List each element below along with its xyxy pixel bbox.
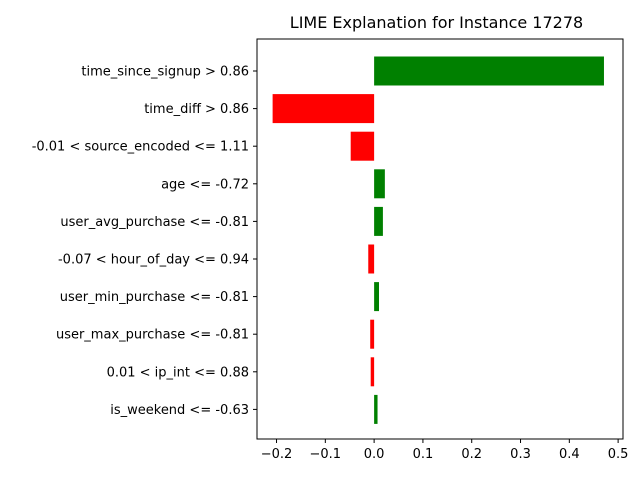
y-tick-label: 0.01 < ip_int <= 0.88 (107, 365, 249, 380)
bar (370, 357, 375, 387)
bar (368, 244, 375, 274)
plot-frame (256, 38, 624, 440)
y-tick-label: is_weekend <= -0.63 (110, 403, 249, 418)
x-tick-label: 0.3 (510, 447, 531, 462)
chart-title: LIME Explanation for Instance 17278 (290, 13, 583, 32)
x-tick-label: 0.0 (364, 447, 385, 462)
x-tick-label: 0.2 (461, 447, 482, 462)
y-tick-label: age <= -0.72 (161, 177, 249, 192)
y-tick-label: -0.07 < hour_of_day <= 0.94 (58, 253, 249, 268)
bar (272, 94, 375, 124)
bar (374, 169, 385, 199)
y-tick-labels: time_since_signup > 0.86 time_diff > 0.86… (32, 65, 257, 418)
x-tick-label: 0.1 (413, 447, 434, 462)
x-tick-label: 0.4 (559, 447, 580, 462)
bar (374, 56, 604, 86)
x-axis: −0.2 −0.1 0.0 0.1 0.2 0.3 0.4 0.5 (261, 439, 629, 462)
y-tick-label: user_max_purchase <= -0.81 (56, 328, 249, 343)
bar (350, 131, 375, 161)
bar (374, 206, 383, 236)
bars-layer (272, 56, 604, 424)
bar (374, 282, 379, 312)
bar (370, 319, 375, 349)
y-tick-label: -0.01 < source_encoded <= 1.11 (32, 140, 249, 155)
y-tick-label: user_avg_purchase <= -0.81 (60, 215, 249, 230)
x-tick-label: −0.2 (261, 447, 293, 462)
x-tick-label: 0.5 (608, 447, 629, 462)
bar (374, 394, 378, 424)
y-tick-label: user_min_purchase <= -0.81 (60, 290, 249, 305)
x-tick-label: −0.1 (310, 447, 342, 462)
y-tick-label: time_diff > 0.86 (144, 102, 249, 117)
y-tick-label: time_since_signup > 0.86 (81, 65, 249, 80)
